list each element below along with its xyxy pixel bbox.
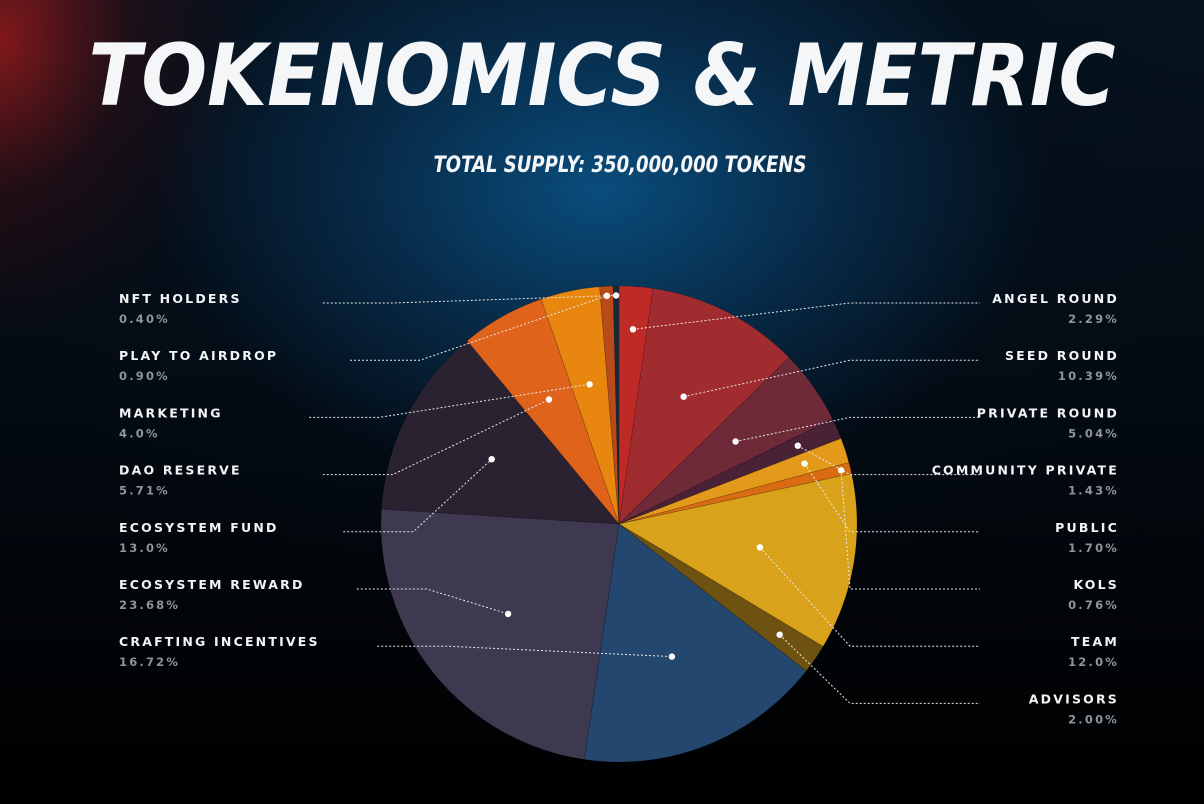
slice-value-nft-holders: 0.40% xyxy=(119,312,170,326)
leader-line-kols xyxy=(840,470,980,590)
slice-value-team: 12.0% xyxy=(1068,655,1119,669)
leader-line-play-to-airdrop xyxy=(350,295,607,361)
slice-marker-dao-reserve xyxy=(545,396,553,403)
leader-line-marketing xyxy=(309,383,590,418)
slice-value-crafting-incentives: 16.72% xyxy=(119,655,180,669)
slice-labels: ANGEL ROUND 2.29% SEED ROUND 10.39% PRIVATE … xyxy=(119,291,1119,726)
leader-lines xyxy=(309,292,980,704)
pie-slice-public xyxy=(618,438,850,525)
pie-slices xyxy=(380,285,858,763)
pie-slice-private-round xyxy=(618,357,833,525)
slice-value-play-to-airdrop: 0.90% xyxy=(119,369,170,383)
slice-label-dao-reserve: DAO RESERVE xyxy=(119,463,242,478)
slice-value-private-round: 5.04% xyxy=(1068,426,1119,440)
slice-value-ecosystem-reward: 23.68% xyxy=(119,598,180,612)
pie-slice-team xyxy=(618,473,858,647)
leader-line-private-round xyxy=(735,416,980,442)
slice-label-ecosystem-fund: ECOSYSTEM FUND xyxy=(119,520,279,535)
pie-slice-ecosystem-reward xyxy=(380,508,620,760)
slice-value-advisors: 2.00% xyxy=(1068,712,1119,726)
pie-slice-ecosystem-fund xyxy=(381,340,620,525)
slice-label-kols: KOLS xyxy=(1073,577,1119,592)
leader-line-seed-round xyxy=(683,359,980,398)
slice-value-seed-round: 10.39% xyxy=(1058,369,1119,383)
slice-value-kols: 0.76% xyxy=(1068,598,1119,612)
slice-value-angel-round: 2.29% xyxy=(1068,312,1119,326)
slice-label-play-to-airdrop: PLAY TO AIRDROP xyxy=(119,348,278,363)
leader-line-dao-reserve xyxy=(322,399,550,476)
pie-slice-dao-reserve xyxy=(466,298,620,525)
leader-line-nft-holders xyxy=(322,295,617,304)
slice-value-ecosystem-fund: 13.0% xyxy=(119,541,170,555)
pie-slice-advisors xyxy=(618,523,824,672)
pie-slice-kols xyxy=(618,462,852,525)
slice-label-team: TEAM xyxy=(1071,634,1119,649)
slice-label-public: PUBLIC xyxy=(1055,520,1119,535)
leader-line-ecosystem-fund xyxy=(343,458,493,533)
leader-line-ecosystem-reward xyxy=(356,588,509,615)
pie-slice-crafting-incentives xyxy=(584,523,807,763)
slice-value-marketing: 4.0% xyxy=(119,426,160,440)
leader-line-advisors xyxy=(779,634,980,704)
slice-marker-marketing xyxy=(586,381,593,388)
leader-line-team xyxy=(759,546,980,647)
pie-slice-play-to-airdrop xyxy=(599,285,620,525)
slice-marker-crafting-incentives xyxy=(668,653,676,660)
slice-label-advisors: ADVISORS xyxy=(1029,691,1119,706)
leader-line-crafting-incentives xyxy=(377,645,672,658)
slice-label-marketing: MARKETING xyxy=(119,405,223,420)
total-supply-subtitle: TOTAL SUPPLY: 350,000,000 TOKENS xyxy=(433,153,807,178)
leader-line-angel-round xyxy=(632,302,980,330)
slice-marker-ecosystem-reward xyxy=(504,610,512,618)
slice-value-dao-reserve: 5.71% xyxy=(119,484,170,498)
leader-line-public xyxy=(804,463,980,533)
slice-label-angel-round: ANGEL ROUND xyxy=(992,291,1119,306)
page-title: TOKENOMICS & METRIC xyxy=(88,26,1116,126)
slice-label-private-round: PRIVATE ROUND xyxy=(977,405,1119,420)
slice-label-nft-holders: NFT HOLDERS xyxy=(119,291,242,306)
slice-label-seed-round: SEED ROUND xyxy=(1005,348,1119,363)
pie-slice-community-private xyxy=(618,418,842,525)
pie-slice-seed-round xyxy=(618,288,790,525)
slice-value-public: 1.70% xyxy=(1068,541,1119,555)
slice-label-community-private: COMMUNITY PRIVATE xyxy=(932,463,1119,478)
slice-marker-public xyxy=(801,460,808,467)
slice-label-crafting-incentives: CRAFTING INCENTIVES xyxy=(119,634,320,649)
pie-slice-marketing xyxy=(540,286,620,525)
pie-slice-angel-round xyxy=(618,285,654,525)
pie-slice-nft-holders xyxy=(612,285,620,525)
slice-label-ecosystem-reward: ECOSYSTEM REWARD xyxy=(119,577,305,592)
slice-value-community-private: 1.43% xyxy=(1068,484,1119,498)
